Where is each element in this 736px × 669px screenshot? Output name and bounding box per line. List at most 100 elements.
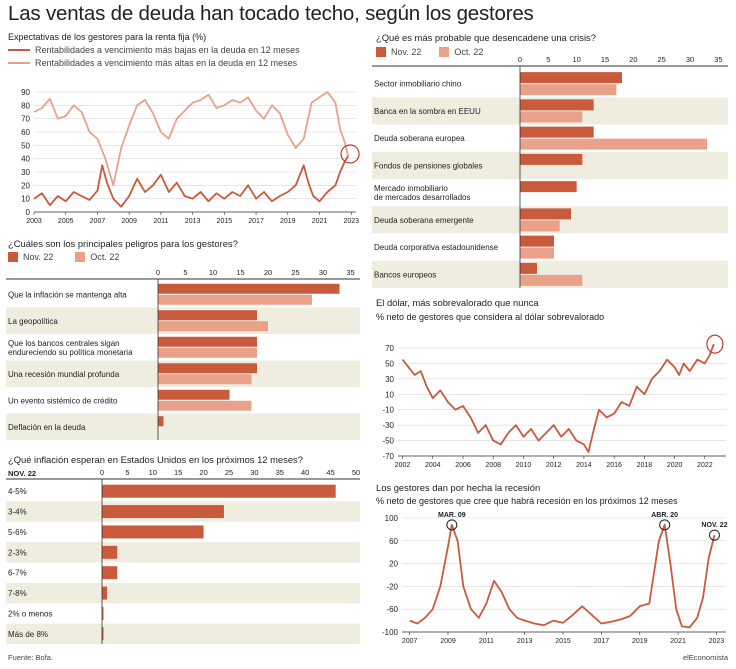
- chart-expectativas: 0 10 20 30 40 50 60 70 80 90 2003 2005 2007 2009 2011 2…: [21, 88, 360, 225]
- x-tick-label: 2013: [517, 638, 533, 645]
- x-tick-label: 45: [326, 468, 334, 477]
- series-line-0: [33, 155, 349, 208]
- y-tick-label: 20: [21, 181, 30, 190]
- bar-nov: [102, 586, 108, 600]
- chart-inflacion: NOV. 22 0 5 10 15 20 25 30 35 40 45 50 4-5% 3-4% 5-6% 2…: [6, 468, 360, 644]
- bar-nov: [102, 566, 118, 580]
- chart-title-crisis: ¿Qué es más probable que desencadene una…: [376, 32, 596, 43]
- x-tick-label: 5: [183, 268, 187, 277]
- x-tick-label: 2005: [58, 218, 74, 225]
- x-tick-label: 25: [291, 268, 299, 277]
- category-label: Deuda corporativa estadounidense: [374, 243, 499, 252]
- y-tick-label: 60: [21, 128, 30, 137]
- x-tick-label: 15: [174, 468, 182, 477]
- x-tick-label: 0: [518, 55, 522, 64]
- y-tick-label: -20: [386, 582, 398, 591]
- x-tick-label: 2011: [153, 218, 168, 225]
- x-tick-label: 15: [236, 268, 244, 277]
- y-tick-label: 10: [21, 195, 30, 204]
- x-tick-label: 35: [714, 55, 722, 64]
- peak-circle: [659, 519, 671, 531]
- chart-title-recesion: Los gestores dan por hecha la recesión: [376, 482, 541, 493]
- category-label: Deflación en la deuda: [8, 423, 86, 432]
- category-label: 2-3%: [8, 548, 27, 557]
- highlight-circle: [340, 144, 360, 164]
- x-tick-label: 10: [209, 268, 217, 277]
- x-tick-label: 35: [346, 268, 354, 277]
- annotation-label: MAR. 09: [438, 512, 466, 519]
- x-tick-label: 50: [352, 468, 360, 477]
- bar-nov: [158, 283, 340, 294]
- bar-oct: [520, 247, 554, 259]
- category-label: Deuda soberana europea: [374, 134, 465, 143]
- series-line-1: [33, 91, 349, 187]
- x-tick-label: 2012: [546, 462, 562, 469]
- bar-oct: [158, 321, 268, 332]
- page-title: Las ventas de deuda han tocado techo, se…: [8, 2, 534, 25]
- bar-nov: [102, 505, 224, 519]
- y-tick-label: -10: [382, 406, 394, 415]
- y-tick-label: -70: [382, 452, 394, 461]
- category-label: 7-8%: [8, 589, 27, 598]
- y-tick-label: 60: [389, 537, 398, 546]
- bar-oct: [520, 84, 617, 96]
- bar-oct: [158, 347, 257, 358]
- y-tick-label: 50: [385, 359, 394, 368]
- bar-nov: [158, 389, 230, 400]
- x-tick-label: 20: [199, 468, 207, 477]
- category-label: Deuda soberana emergente: [374, 216, 474, 225]
- row-band: [6, 623, 360, 644]
- bar-nov: [520, 208, 571, 220]
- category-label: endureciendo su política monetaria: [8, 348, 133, 357]
- y-tick-label: 80: [21, 101, 30, 110]
- legend-label-nov-crisis: Nov. 22: [391, 47, 422, 57]
- legend-label-lower: Rentabilidades a vencimiento más bajas e…: [35, 45, 300, 55]
- chart-title-dolar: El dólar, más sobrevalorado que nunca: [376, 297, 539, 308]
- bar-nov: [102, 484, 336, 498]
- x-tick-label: 2018: [637, 462, 653, 469]
- legend-item-lower: Rentabilidades a vencimiento más bajas e…: [8, 45, 300, 55]
- highlight-circle: [706, 334, 724, 354]
- bar-nov: [102, 525, 204, 539]
- x-tick-label: 2010: [516, 462, 532, 469]
- chart-subtitle-recesion: % neto de gestores que cree que habrá re…: [376, 496, 678, 506]
- y-tick-label: 40: [21, 155, 30, 164]
- x-tick-label: 2011: [479, 638, 494, 645]
- legend-label-oct: Oct. 22: [90, 252, 120, 262]
- y-tick-label: 70: [21, 115, 30, 124]
- legend-swatch-oct-crisis: [439, 47, 450, 57]
- y-tick-label: -50: [382, 437, 394, 446]
- x-tick-label: 2017: [248, 218, 264, 225]
- legend-crisis: Nov. 22 Oct. 22: [376, 47, 483, 57]
- bar-nov: [102, 627, 104, 641]
- brand-logo: elEconomista: [682, 653, 728, 662]
- bar-nov: [158, 416, 164, 427]
- source-note: Fuente: Bofa.: [8, 653, 54, 662]
- bar-oct: [158, 400, 252, 411]
- bar-nov: [158, 310, 257, 321]
- category-label: Sector inmobiliario chino: [374, 80, 462, 89]
- category-label: de mercados desarrollados: [374, 193, 471, 202]
- category-label: 2% o menos: [8, 609, 52, 618]
- y-tick-label: 70: [385, 344, 394, 353]
- series-line-0: [401, 343, 715, 453]
- x-tick-label: 2016: [606, 462, 622, 469]
- x-tick-label: 2017: [594, 638, 610, 645]
- category-label: La geopolítica: [8, 317, 58, 326]
- x-tick-label: 2023: [343, 218, 359, 225]
- row-band: [6, 582, 360, 604]
- bar-oct: [520, 274, 583, 286]
- legend-label-nov: Nov. 22: [23, 252, 54, 262]
- x-tick-label: 10: [572, 55, 580, 64]
- x-tick-label: 2019: [632, 638, 648, 645]
- legend-label-oct-crisis: Oct. 22: [454, 47, 484, 57]
- legend-item-higher: Rentabilidades a vencimiento más altas e…: [8, 58, 297, 68]
- x-tick-label: 2013: [185, 218, 201, 225]
- annotation-label: ABR. 20: [651, 512, 678, 519]
- x-tick-label: 2006: [455, 462, 471, 469]
- x-tick-label: 2007: [402, 638, 418, 645]
- x-tick-label: 20: [264, 268, 272, 277]
- x-tick-label: 0: [100, 468, 104, 477]
